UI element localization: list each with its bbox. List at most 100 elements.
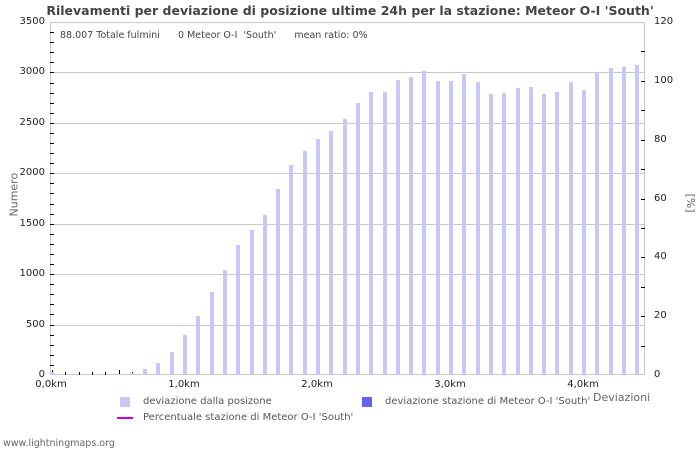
bar-deviation [223, 270, 227, 375]
bar-deviation [276, 189, 280, 375]
bar-deviation [117, 374, 121, 375]
bar-deviation [183, 334, 187, 375]
bar-deviation [289, 165, 293, 375]
y-tick-mark-right [641, 228, 645, 229]
bar-deviation [635, 65, 639, 375]
y-tick-mark-right [641, 169, 645, 170]
legend-line-swatch [117, 416, 133, 419]
x-tick-mark [79, 372, 80, 375]
y-tick-mark-left [50, 345, 54, 346]
y-tick-mark-left [50, 113, 54, 114]
y-tick-label-left: 1000 [19, 268, 45, 279]
y-tick-mark-left [50, 304, 54, 305]
legend-item-station-deviation: deviazione stazione di Meteor O-I 'South… [362, 396, 590, 407]
summary-info: 88.007 Totale fulmini 0 Meteor O-I 'Sout… [60, 30, 368, 41]
x-tick-mark [119, 370, 120, 375]
x-axis-label: Deviazioni [593, 391, 651, 404]
bar-deviation [609, 68, 613, 375]
y-tick-label-left: 0 [38, 369, 45, 380]
y-tick-mark-right [641, 316, 645, 317]
bar-deviation [143, 368, 147, 375]
y-tick-label-right: 40 [654, 251, 667, 262]
bar-deviation [409, 76, 413, 375]
bar-deviation [502, 92, 506, 375]
y-tick-label-left: 2500 [19, 117, 45, 128]
bar-deviation [156, 362, 160, 375]
gridline [50, 325, 645, 326]
y-tick-label-right: 20 [654, 310, 667, 321]
chart-title: Rilevamenti per deviazione di posizione … [46, 3, 654, 18]
legend-item-percentage: Percentuale stazione di Meteor O-I 'Sout… [117, 412, 353, 423]
footer-credit: www.lightningmaps.org [3, 438, 115, 449]
y-tick-mark-left [50, 133, 54, 134]
y-tick-mark-left [50, 214, 54, 215]
y-tick-label-right: 80 [654, 134, 667, 145]
mean-ratio: mean ratio: 0% [294, 30, 368, 41]
legend-swatch [120, 396, 130, 407]
legend-label: deviazione stazione di Meteor O-I 'South… [385, 396, 591, 407]
x-tick-label: 2,0km [301, 379, 333, 390]
bar-deviation [555, 91, 559, 375]
bar-deviation [316, 139, 320, 375]
y-tick-mark-right [641, 140, 645, 141]
y-tick-mark-left [50, 42, 54, 43]
x-tick-mark [65, 372, 66, 375]
y-tick-mark-left [50, 244, 54, 245]
y-tick-mark-right [641, 81, 645, 82]
bar-deviation [489, 93, 493, 375]
y-tick-mark-right [641, 199, 645, 200]
legend-label: Percentuale stazione di Meteor O-I 'Sout… [143, 412, 354, 423]
bar-deviation [250, 229, 254, 375]
x-tick-label: 4,0km [567, 379, 599, 390]
bar-deviation [422, 71, 426, 375]
station-strikes: 0 Meteor O-I 'South' [178, 30, 277, 41]
bar-deviation [529, 86, 533, 375]
y-tick-label-right: 120 [654, 16, 674, 27]
y-tick-mark-left [50, 325, 54, 326]
y-axis-label-right: Tasso [%] [684, 188, 700, 218]
bar-deviation [436, 80, 440, 375]
bar-deviation [369, 91, 373, 375]
y-tick-label-right: 60 [654, 193, 667, 204]
bar-deviation [595, 72, 599, 375]
y-tick-mark-left [50, 264, 54, 265]
bar-deviation [236, 244, 240, 375]
y-axis-label-left: Numero [7, 172, 21, 217]
legend-item-deviation: deviazione dalla posizone [120, 396, 272, 407]
y-tick-mark-left [50, 123, 54, 124]
bar-deviation [462, 74, 466, 375]
y-tick-mark-left [50, 62, 54, 63]
gridline [50, 72, 645, 73]
y-tick-label-left: 1500 [19, 218, 45, 229]
bar-deviation [396, 79, 400, 375]
y-tick-mark-left [50, 83, 54, 84]
bar-deviation [356, 102, 360, 375]
bar-deviation [196, 315, 200, 375]
y-tick-label-right: 100 [654, 75, 674, 86]
x-tick-label: 1,0km [168, 379, 200, 390]
y-tick-mark-right [641, 110, 645, 111]
y-tick-mark-left [50, 163, 54, 164]
y-tick-mark-left [50, 224, 54, 225]
bar-deviation [329, 130, 333, 375]
bar-deviation [569, 81, 573, 375]
y-tick-mark-left [50, 72, 54, 73]
y-tick-mark-left [50, 335, 54, 336]
y-tick-mark-left [50, 204, 54, 205]
legend-label: deviazione dalla posizone [143, 396, 272, 407]
y-tick-mark-left [50, 103, 54, 104]
y-tick-mark-left [50, 193, 54, 194]
y-tick-label-left: 500 [25, 319, 45, 330]
bar-deviation [542, 93, 546, 375]
y-tick-mark-left [50, 365, 54, 366]
y-tick-mark-left [50, 153, 54, 154]
y-tick-mark-right [641, 51, 645, 52]
bar-deviation [130, 373, 134, 375]
bar-deviation [263, 214, 267, 375]
x-tick-label: 0,0km [35, 379, 67, 390]
y-tick-label-right: 0 [654, 369, 661, 380]
y-tick-label-left: 2000 [19, 167, 45, 178]
bar-deviation [170, 351, 174, 375]
bar-deviation [516, 87, 520, 375]
bar-deviation [476, 81, 480, 375]
